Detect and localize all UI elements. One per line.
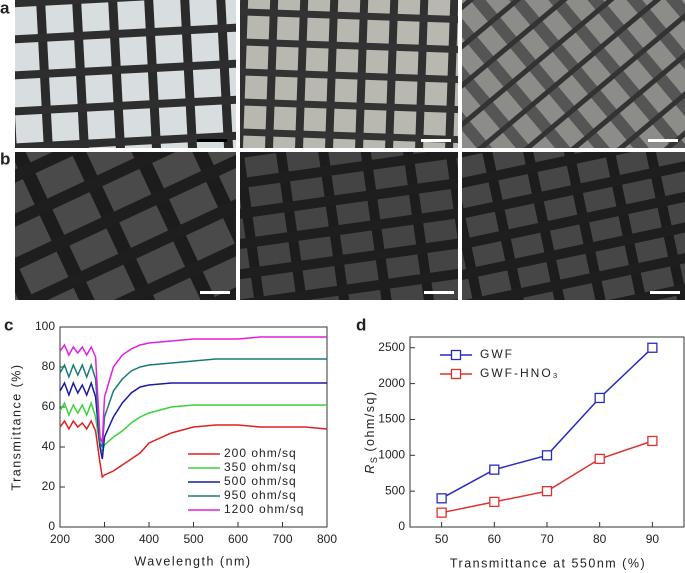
- y-axis-label: Transmittance (%): [9, 363, 23, 490]
- y-tick-label: 20: [42, 479, 56, 493]
- legend-label: GWF-HNO₃: [480, 366, 560, 380]
- panel-label: a: [0, 0, 10, 17]
- series-line: [59, 380, 327, 460]
- series-line: [59, 400, 327, 453]
- scale-bar: [648, 139, 678, 142]
- marker: [541, 450, 553, 461]
- y-tick-label: 100: [35, 319, 55, 333]
- panel-label: b: [0, 149, 10, 168]
- y-tick-label: 1000: [378, 447, 405, 461]
- legend-marker: [450, 349, 462, 361]
- legend-label: 1200 ohm/sq: [224, 502, 304, 516]
- marker: [489, 496, 500, 508]
- x-tick-label: 800: [317, 532, 337, 546]
- legend-label: 500 ohm/sq: [224, 474, 297, 488]
- marker: [436, 507, 447, 518]
- panel-label: d: [356, 315, 366, 334]
- series-line: [59, 358, 327, 450]
- y-tick-label: 80: [42, 359, 56, 373]
- subscript: S: [369, 456, 379, 464]
- marker: [541, 486, 553, 497]
- micrograph: [15, 152, 236, 300]
- scale-bar: [200, 291, 230, 294]
- panel-label: c: [4, 315, 13, 334]
- symbol: R: [363, 463, 377, 474]
- marker: [436, 493, 447, 504]
- y-tick-label: 40: [42, 439, 56, 453]
- scale-bar: [424, 291, 454, 294]
- y-tick-label: 2000: [378, 376, 405, 390]
- series-line: [59, 336, 327, 444]
- y-tick-label: 60: [42, 399, 56, 413]
- x-tick-label: 700: [272, 532, 292, 546]
- x-tick-label: 500: [183, 532, 203, 546]
- y-tick-label: 0: [48, 519, 55, 533]
- scale-bar: [197, 139, 227, 142]
- y-tick-label: 2500: [378, 340, 405, 354]
- marker: [489, 464, 500, 475]
- x-tick-label: 50: [435, 532, 449, 546]
- x-tick-label: 60: [488, 532, 502, 546]
- y-tick-label: 0: [398, 519, 405, 533]
- micrograph: [240, 0, 458, 148]
- y-axis-label: RS (ohm/sq): [363, 390, 379, 473]
- x-tick-label: 70: [540, 532, 554, 546]
- x-axis-label: Wavelength (nm): [134, 554, 251, 568]
- unit: (ohm/sq): [363, 390, 377, 451]
- y-tick-label: 500: [385, 483, 405, 497]
- micrograph: [462, 152, 685, 300]
- marker: [647, 435, 658, 447]
- legend-label: GWF: [480, 347, 514, 361]
- marker: [594, 453, 605, 465]
- x-tick-label: 600: [228, 532, 248, 546]
- scale-bar: [650, 291, 680, 294]
- x-tick-label: 200: [50, 532, 70, 546]
- micrograph: [15, 0, 236, 148]
- x-tick-label: 90: [646, 532, 660, 546]
- y-tick-label: 1500: [378, 412, 405, 426]
- marker: [594, 392, 605, 404]
- x-tick-label: 400: [139, 532, 159, 546]
- x-tick-label: 300: [94, 532, 114, 546]
- legend-label: 950 ohm/sq: [224, 488, 297, 502]
- micrograph: [462, 0, 685, 148]
- scale-bar: [421, 139, 451, 142]
- legend-marker: [450, 368, 462, 380]
- legend-label: 350 ohm/sq: [224, 460, 297, 474]
- micrographs: [15, 0, 685, 300]
- x-axis-label: Transmittance at 550nm (%): [450, 556, 646, 570]
- series-line: [59, 419, 328, 479]
- x-tick-label: 80: [593, 532, 607, 546]
- legend-label: 200 ohm/sq: [224, 446, 297, 460]
- marker: [647, 342, 658, 353]
- micrograph: [240, 152, 458, 300]
